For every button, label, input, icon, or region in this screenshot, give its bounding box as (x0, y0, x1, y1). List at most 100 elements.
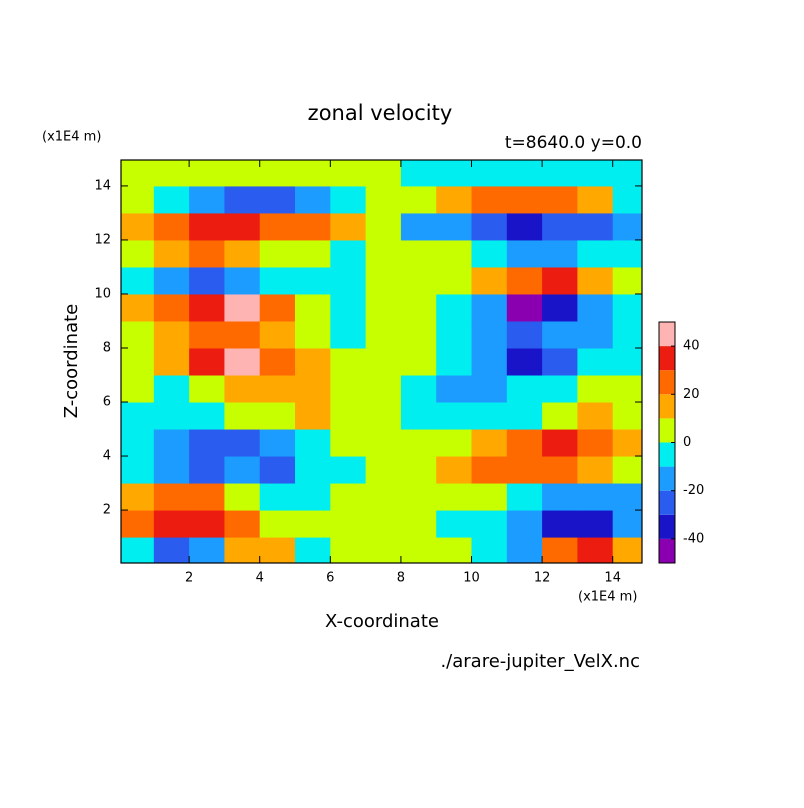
cell (577, 537, 614, 563)
y-unit: (x1E4 m) (42, 130, 101, 145)
colorbar-band (659, 490, 675, 515)
cell (153, 239, 190, 268)
cell (189, 456, 225, 484)
y-tick-label: 8 (103, 340, 111, 355)
cell (506, 537, 543, 563)
colorbar-band (659, 394, 675, 419)
cell (121, 402, 155, 430)
colorbar-tick-label: -20 (683, 483, 704, 498)
cell (224, 185, 261, 214)
cell (153, 212, 190, 241)
cell (330, 185, 367, 214)
cell (400, 375, 437, 403)
cell (506, 293, 543, 322)
cell (259, 160, 296, 187)
y-axis-label: Z-coordinate (61, 304, 82, 419)
cell (224, 239, 261, 268)
cell (436, 537, 473, 563)
cell (471, 320, 508, 349)
cell (400, 347, 437, 376)
colorbar-band (659, 418, 675, 443)
cell (189, 375, 225, 403)
cell (542, 456, 578, 484)
cell (542, 483, 578, 511)
cell (224, 429, 261, 457)
cell (400, 320, 437, 349)
cell (224, 456, 261, 484)
cell (153, 293, 190, 322)
cell (542, 537, 578, 563)
cell (506, 160, 543, 187)
cell (506, 375, 543, 403)
y-tick-label: 10 (94, 286, 111, 301)
cell (189, 293, 225, 322)
source: ./arare-jupiter_VelX.nc (440, 651, 640, 672)
cell (259, 456, 296, 484)
cell (189, 537, 225, 563)
cell (471, 402, 508, 430)
cell (577, 483, 614, 511)
y-tick-label: 12 (94, 232, 111, 247)
cell (542, 185, 578, 214)
cell (436, 510, 473, 538)
colorbar-band (659, 322, 675, 347)
cell (153, 160, 190, 187)
cell (224, 160, 261, 187)
x-tick-label: 2 (185, 571, 193, 586)
cell (295, 483, 331, 511)
cell (365, 266, 402, 295)
y-tick-label: 4 (103, 449, 111, 464)
cell (365, 483, 402, 511)
cell (189, 483, 225, 511)
cell (542, 293, 578, 322)
colorbar-band (659, 466, 675, 491)
cell (436, 160, 473, 187)
cell (330, 510, 367, 538)
cell (506, 456, 543, 484)
chart-title: zonal velocity (308, 101, 453, 125)
cell (189, 510, 225, 538)
cell (259, 537, 296, 563)
cell (577, 456, 614, 484)
cell (471, 483, 508, 511)
cell (365, 375, 402, 403)
cell (577, 429, 614, 457)
y-tick-label: 2 (103, 503, 111, 518)
cell (295, 347, 331, 376)
colorbar-band (659, 538, 675, 563)
y-tick-label: 14 (94, 178, 111, 193)
cell (330, 347, 367, 376)
cell (506, 483, 543, 511)
cell (259, 483, 296, 511)
cell (224, 347, 261, 376)
cell (259, 212, 296, 241)
x-tick-label: 12 (534, 571, 551, 586)
cell (330, 266, 367, 295)
cell (400, 212, 437, 241)
cell (612, 212, 642, 241)
cell (577, 402, 614, 430)
cell (153, 429, 190, 457)
cell (259, 293, 296, 322)
cell (365, 239, 402, 268)
cell (436, 266, 473, 295)
cell (542, 212, 578, 241)
cell (436, 429, 473, 457)
cell (153, 375, 190, 403)
cell (577, 266, 614, 295)
cell (400, 266, 437, 295)
cell (121, 293, 155, 322)
cell (121, 160, 155, 187)
cell (542, 239, 578, 268)
cell (224, 293, 261, 322)
cell (259, 510, 296, 538)
cell (189, 185, 225, 214)
cell (436, 402, 473, 430)
cell (506, 402, 543, 430)
cell (295, 537, 331, 563)
cell (577, 510, 614, 538)
cell (153, 456, 190, 484)
cell (189, 239, 225, 268)
colorbar-band (659, 370, 675, 395)
x-tick-label: 4 (256, 571, 264, 586)
